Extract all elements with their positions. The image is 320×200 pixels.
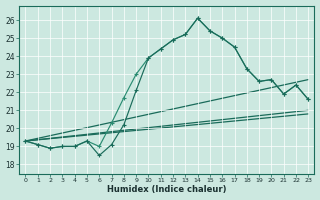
X-axis label: Humidex (Indice chaleur): Humidex (Indice chaleur)	[107, 185, 227, 194]
